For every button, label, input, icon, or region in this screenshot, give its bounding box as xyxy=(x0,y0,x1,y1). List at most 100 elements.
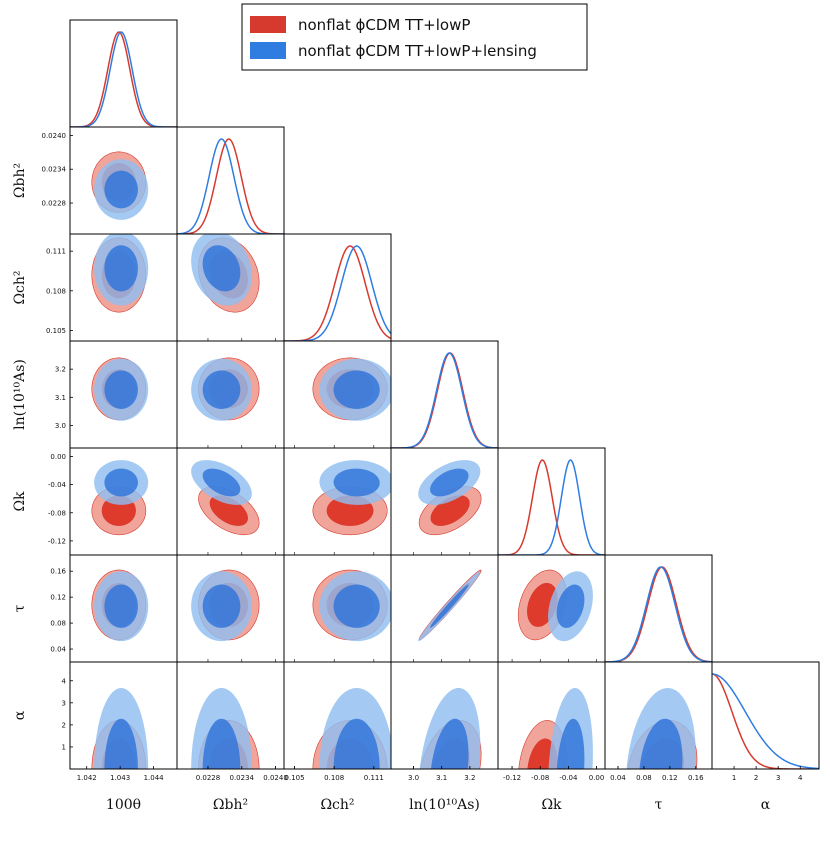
panel-logA-vs-omch2 xyxy=(312,357,391,421)
legend-label-1: nonflat ϕCDM TT+lowP xyxy=(298,16,470,34)
y-tick-label-alpha: 4 xyxy=(62,677,67,685)
x-tick-label-theta: 1.042 xyxy=(77,774,97,782)
contour-nonflat-cdm-tt-lowp-lensing-inner xyxy=(104,584,138,628)
marginal-curve-nonflat-cdm-tt-lowp xyxy=(712,673,819,769)
marginal-curve-nonflat-cdm-tt-lowp-lensing xyxy=(498,459,605,555)
panel-omch2-vs-theta xyxy=(91,234,149,313)
panel-frame xyxy=(176,126,285,235)
legend: nonflat ϕCDM TT+lowP nonflat ϕCDM TT+lowP… xyxy=(241,3,588,71)
panel-tau-vs-logA xyxy=(418,569,482,642)
panel-omk-vs-logA xyxy=(418,460,482,536)
contour-nonflat-cdm-tt-lowp-lensing-inner xyxy=(104,170,138,209)
contour-nonflat-cdm-tt-lowp-lensing-inner xyxy=(333,370,380,409)
x-tick-label-omch2: 0.105 xyxy=(285,774,305,782)
panel-omk-vs-ombh2 xyxy=(191,460,260,536)
panel-tau-vs-omk xyxy=(517,569,593,642)
marginal-curve-nonflat-cdm-tt-lowp xyxy=(177,138,284,234)
panel-omk-vs-omch2 xyxy=(312,460,391,536)
marginal-curve-nonflat-cdm-tt-lowp xyxy=(498,459,605,555)
x-tick-label-logA: 3.2 xyxy=(464,774,475,782)
panel-alpha-vs-omch2 xyxy=(312,687,391,769)
x-axis-label-theta: 100θ xyxy=(106,797,141,813)
marginal-curve-nonflat-cdm-tt-lowp xyxy=(605,566,712,662)
marginal-logA xyxy=(391,352,498,448)
contour-nonflat-cdm-tt-lowp-lensing-inner xyxy=(202,245,241,292)
contour-nonflat-cdm-tt-lowp-lensing-inner xyxy=(430,584,469,628)
x-axis-label-alpha: α xyxy=(761,797,771,813)
x-tick-label-alpha: 4 xyxy=(798,774,803,782)
x-axis-label-ombh2: Ωbh² xyxy=(213,797,248,813)
contour-nonflat-cdm-tt-lowp-lensing-inner xyxy=(104,245,138,292)
y-tick-label-alpha: 3 xyxy=(62,699,66,707)
legend-label-2: nonflat ϕCDM TT+lowP+lensing xyxy=(298,42,537,60)
y-tick-label-omk: -0.12 xyxy=(48,537,66,545)
panel-tau-vs-omch2 xyxy=(312,569,391,642)
x-tick-label-theta: 1.044 xyxy=(144,774,165,782)
panel-frame xyxy=(390,340,499,449)
contour-nonflat-cdm-tt-lowp-lensing-inner xyxy=(202,370,241,409)
panel-frame xyxy=(69,19,178,128)
y-tick-label-omk: -0.04 xyxy=(48,481,67,489)
contour-nonflat-cdm-tt-lowp-inner xyxy=(430,495,470,526)
y-axis-label-logA: ln(10¹⁰As) xyxy=(12,359,28,430)
contour-nonflat-cdm-tt-lowp-lensing-inner xyxy=(556,584,585,628)
y-axis-label-tau: τ xyxy=(12,604,28,612)
y-axis-label-ombh2: Ωbh² xyxy=(12,163,28,198)
marginal-tau xyxy=(605,566,712,662)
marginal-curve-nonflat-cdm-tt-lowp xyxy=(391,352,498,448)
x-tick-label-logA: 3.0 xyxy=(408,774,419,782)
x-tick-label-tau: 0.16 xyxy=(688,774,704,782)
panel-alpha-vs-omk xyxy=(518,687,593,769)
marginal-curve-nonflat-cdm-tt-lowp xyxy=(70,31,177,127)
x-axis-label-logA: ln(10¹⁰As) xyxy=(409,797,480,813)
y-tick-label-tau: 0.04 xyxy=(50,646,66,654)
x-tick-label-tau: 0.04 xyxy=(610,774,626,782)
y-tick-label-omch2: 0.108 xyxy=(46,287,66,295)
y-tick-label-omch2: 0.111 xyxy=(46,248,66,256)
marginal-curve-nonflat-cdm-tt-lowp-lensing xyxy=(712,673,819,769)
x-tick-label-logA: 3.1 xyxy=(436,774,447,782)
panel-alpha-vs-logA xyxy=(419,688,482,769)
marginal-curve-nonflat-cdm-tt-lowp-lensing xyxy=(177,138,284,234)
y-axis-label-alpha: α xyxy=(12,710,28,720)
y-tick-label-ombh2: 0.0240 xyxy=(42,132,67,140)
panel-ombh2-vs-theta xyxy=(91,151,149,220)
contour-nonflat-cdm-tt-lowp-lensing-inner xyxy=(104,718,138,769)
marginal-curve-nonflat-cdm-tt-lowp-lensing xyxy=(605,566,712,662)
contour-nonflat-cdm-tt-lowp-lensing-inner xyxy=(202,584,241,628)
marginal-theta xyxy=(70,31,177,127)
x-axis-label-omch2: Ωch² xyxy=(320,797,354,813)
x-axis-label-omk: Ωk xyxy=(541,797,562,813)
panel-frame xyxy=(711,661,820,770)
x-tick-label-omk: -0.04 xyxy=(559,774,578,782)
contour-nonflat-cdm-tt-lowp-lensing-inner xyxy=(556,718,585,769)
y-tick-label-logA: 3.2 xyxy=(55,366,66,374)
x-tick-label-alpha: 2 xyxy=(754,774,758,782)
x-tick-label-alpha: 3 xyxy=(776,774,780,782)
contour-nonflat-cdm-tt-lowp-lensing-inner xyxy=(104,468,138,497)
x-tick-label-omk: 0.00 xyxy=(589,774,605,782)
marginal-curve-nonflat-cdm-tt-lowp-lensing xyxy=(284,245,391,341)
contour-nonflat-cdm-tt-lowp-lensing-inner xyxy=(430,718,469,769)
x-tick-label-ombh2: 0.0240 xyxy=(263,774,288,782)
marginal-curve-nonflat-cdm-tt-lowp-lensing xyxy=(70,31,177,127)
y-tick-label-omch2: 0.105 xyxy=(46,327,66,335)
panel-omch2-vs-ombh2 xyxy=(191,234,260,313)
y-tick-label-alpha: 1 xyxy=(62,743,66,751)
x-tick-label-theta: 1.043 xyxy=(110,774,130,782)
panel-frame xyxy=(604,554,713,663)
panel-tau-vs-theta xyxy=(91,569,149,642)
panel-frame xyxy=(497,447,606,556)
panel-logA-vs-theta xyxy=(91,357,149,421)
x-tick-label-ombh2: 0.0234 xyxy=(230,774,255,782)
y-tick-label-tau: 0.12 xyxy=(50,594,66,602)
y-tick-label-omk: 0.00 xyxy=(50,453,66,461)
panel-alpha-vs-tau xyxy=(626,688,698,769)
y-tick-label-ombh2: 0.0228 xyxy=(42,200,67,208)
panel-omk-vs-theta xyxy=(91,460,149,536)
y-tick-label-omk: -0.08 xyxy=(48,509,66,517)
y-axis-label-omk: Ωk xyxy=(12,491,28,512)
legend-swatch-1 xyxy=(250,16,286,33)
marginal-omch2 xyxy=(284,245,391,341)
